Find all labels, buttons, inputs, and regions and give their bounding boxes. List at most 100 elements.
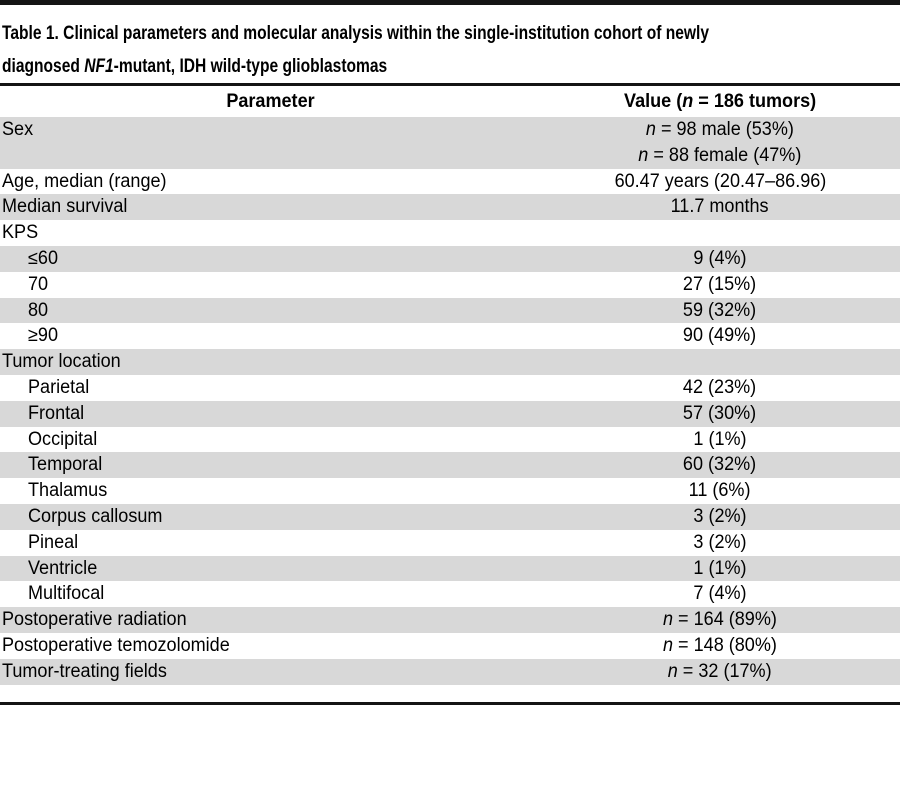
parameter-cell: Age, median (range) <box>0 169 540 195</box>
value-cell: 60 (32%) <box>540 452 900 478</box>
value-cell: n = 148 (80%) <box>540 633 900 659</box>
value-cell: 60.47 years (20.47–86.96) <box>540 169 900 195</box>
value-cell: n = 32 (17%) <box>540 659 900 685</box>
value-line: 11 (6%) <box>689 480 751 502</box>
parameter-cell: ≥90 <box>0 323 540 349</box>
parameter-cell: KPS <box>0 220 540 246</box>
parameter-label: Multifocal <box>28 583 105 605</box>
value-cell: 59 (32%) <box>540 298 900 324</box>
n-italic: n <box>663 609 674 631</box>
parameter-label: Tumor-treating fields <box>2 660 167 682</box>
value-cell: 90 (49%) <box>540 323 900 349</box>
value-line: 59 (32%) <box>683 299 757 321</box>
parameter-cell: Frontal <box>0 401 540 427</box>
parameter-cell: ≤60 <box>0 246 540 272</box>
value-cell: 3 (2%) <box>540 530 900 556</box>
value-line: 7 (4%) <box>693 583 747 605</box>
table-row: Thalamus 11 (6%) <box>0 478 900 504</box>
parameter-label: Pineal <box>28 531 79 553</box>
parameter-label: Postoperative temozolomide <box>2 634 230 656</box>
table-row: Multifocal 7 (4%) <box>0 581 900 607</box>
value-line: 90 (49%) <box>683 325 757 347</box>
value-line: n = 32 (17%) <box>668 660 772 682</box>
value-cell: 1 (1%) <box>540 556 900 582</box>
parameter-cell: 80 <box>0 298 540 324</box>
value-cell: 9 (4%) <box>540 246 900 272</box>
parameter-label: Occipital <box>28 428 98 450</box>
table-row: ≤60 9 (4%) <box>0 245 900 272</box>
table-row: Parietal 42 (23%) <box>0 375 900 401</box>
value-line: n = 88 female (47%) <box>638 144 802 166</box>
value-cell: 27 (15%) <box>540 272 900 298</box>
value-line: n = 148 (80%) <box>663 634 777 656</box>
table-row: Age, median (range) 60.47 years (20.47–86… <box>0 169 900 195</box>
parameter-label: Sex <box>2 119 34 140</box>
parameter-column-header: Parameter <box>225 90 315 112</box>
value-column-header: Value (n = 186 tumors) <box>623 90 817 112</box>
value-line: 57 (30%) <box>683 402 757 424</box>
parameter-label: Age, median (range) <box>2 170 167 192</box>
table-row: Median survival 11.7 months <box>0 194 900 221</box>
value-cell: n = 164 (89%) <box>540 607 900 633</box>
table-row: Postoperative temozolomide n = 148 (80%) <box>0 633 900 659</box>
value-cell: 11 (6%) <box>540 478 900 504</box>
table-title: Table 1. Clinical parameters and molecul… <box>0 5 900 83</box>
top-rule <box>0 0 900 5</box>
parameter-cell: Sex <box>0 117 540 143</box>
header-top-rule <box>0 83 900 86</box>
n-italic: n <box>638 144 649 166</box>
table-row: Sex n = 98 male (53%) n = 88 female (47%) <box>0 117 900 169</box>
n-italic: n <box>663 634 674 656</box>
n-italic: n <box>668 660 679 682</box>
parameter-label: Corpus callosum <box>28 505 163 527</box>
value-line: 60 (32%) <box>683 454 757 476</box>
table-row: 70 27 (15%) <box>0 272 900 298</box>
paper-table-page: Table 1. Clinical parameters and molecul… <box>0 0 900 705</box>
value-line: 11.7 months <box>671 196 769 218</box>
parameter-label: Median survival <box>2 196 128 218</box>
value-line: 27 (15%) <box>683 273 757 295</box>
bottom-rule <box>0 701 900 705</box>
parameter-cell: Multifocal <box>0 581 540 607</box>
gene-name-italic: NF1 <box>84 56 114 77</box>
value-line: 3 (2%) <box>693 531 747 553</box>
parameter-label: ≥90 <box>28 325 58 347</box>
parameter-label: 70 <box>28 273 49 295</box>
table-row: 80 59 (32%) <box>0 297 900 324</box>
parameter-cell: Occipital <box>0 427 540 453</box>
table-row: Postoperative radiation n = 164 (89%) <box>0 607 900 633</box>
table-title-line-2: diagnosed NF1-mutant, IDH wild-type glio… <box>2 50 900 83</box>
parameter-cell: Tumor-treating fields <box>0 659 540 685</box>
parameter-cell: Postoperative radiation <box>0 607 540 633</box>
value-cell: 42 (23%) <box>540 375 900 401</box>
parameter-label: Postoperative radiation <box>2 609 187 631</box>
parameter-label: 80 <box>28 299 49 321</box>
parameter-cell: Parietal <box>0 375 540 401</box>
value-line: n = 164 (89%) <box>663 609 777 631</box>
table-row: Tumor-treating fields n = 32 (17%) <box>0 658 900 685</box>
value-line: 3 (2%) <box>693 505 747 527</box>
value-cell: n = 98 male (53%) n = 88 female (47%) <box>540 117 900 169</box>
parameter-cell: Temporal <box>0 452 540 478</box>
table-row: KPS <box>0 220 900 246</box>
value-cell: 7 (4%) <box>540 581 900 607</box>
parameter-label: Tumor location <box>2 351 121 373</box>
parameter-cell: Corpus callosum <box>0 504 540 530</box>
parameter-cell: Tumor location <box>0 349 540 375</box>
parameter-label: Frontal <box>28 402 85 424</box>
parameter-label: ≤60 <box>28 247 58 269</box>
n-italic: n <box>645 119 657 140</box>
table-row: ≥90 90 (49%) <box>0 323 900 349</box>
table-row: Pineal 3 (2%) <box>0 530 900 556</box>
value-line: 60.47 years (20.47–86.96) <box>614 170 826 192</box>
value-line: 42 (23%) <box>683 376 757 398</box>
table-row: Temporal 60 (32%) <box>0 452 900 479</box>
value-cell: 1 (1%) <box>540 427 900 453</box>
parameter-cell: Ventricle <box>0 556 540 582</box>
parameter-label: Ventricle <box>28 557 98 579</box>
bottom-gap <box>0 685 900 702</box>
parameter-label: Temporal <box>28 454 103 476</box>
table-title-text-2: diagnosed NF1-mutant, IDH wild-type glio… <box>2 56 388 77</box>
value-cell: 57 (30%) <box>540 401 900 427</box>
value-cell: 11.7 months <box>540 194 900 220</box>
